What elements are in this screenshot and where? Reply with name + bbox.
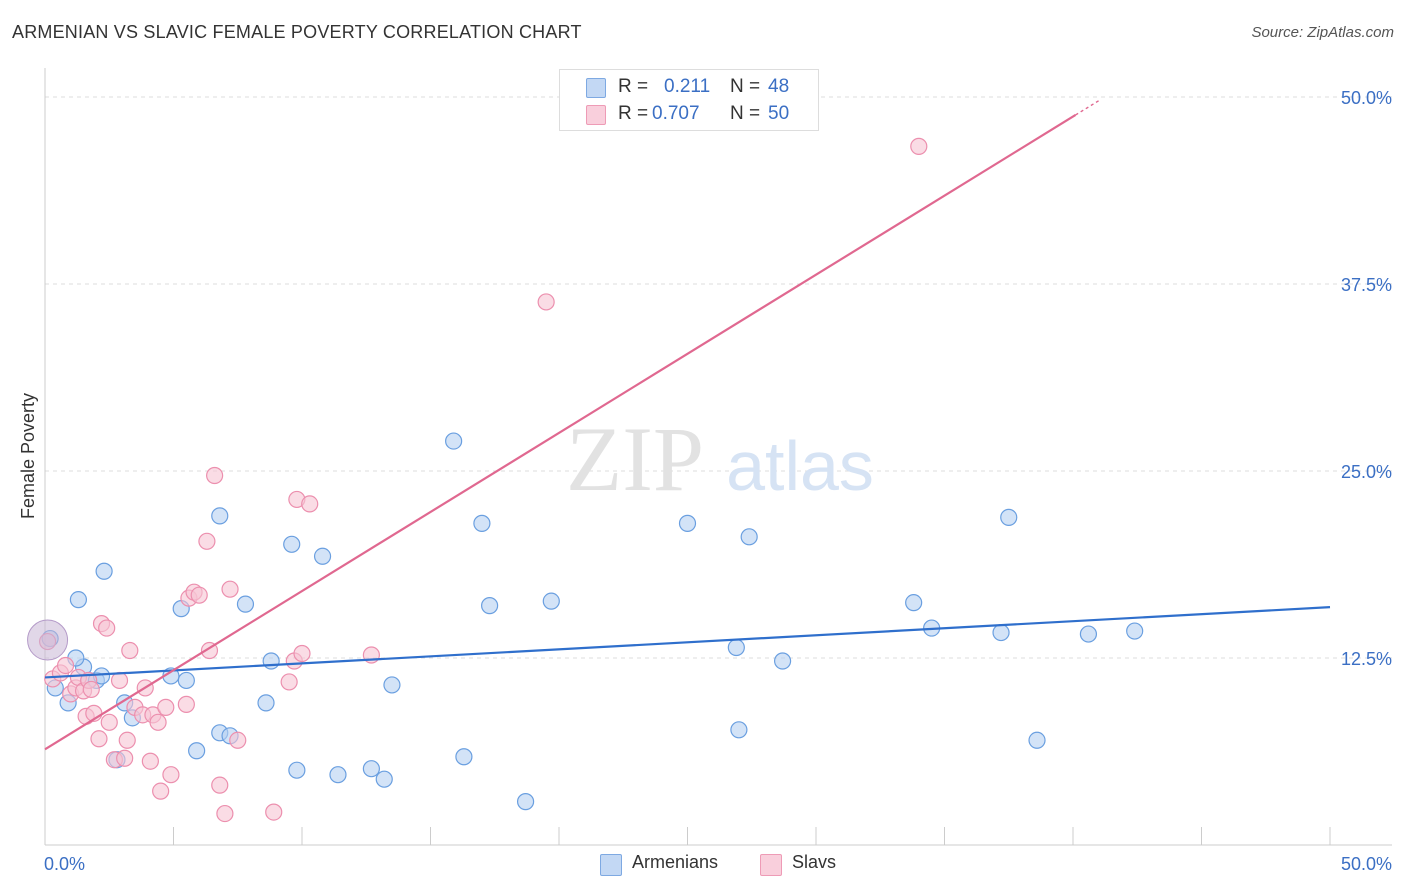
legend-swatch-armenians [586, 78, 606, 98]
y-tick-label: 37.5% [1341, 275, 1392, 295]
point-armenians [69, 591, 88, 609]
point-armenians [473, 514, 491, 532]
point-armenians [905, 594, 923, 612]
point-cluster-origin [27, 619, 69, 661]
point-armenians [95, 562, 113, 580]
point-slavs [141, 752, 159, 770]
point-slavs [157, 698, 175, 716]
legend-n-value: 50 [768, 103, 790, 124]
chart-title: ARMENIAN VS SLAVIC FEMALE POVERTY CORREL… [12, 22, 582, 42]
point-slavs [162, 766, 180, 784]
point-slavs [229, 731, 247, 749]
point-armenians [313, 547, 332, 565]
x-tick-min: 0.0% [44, 854, 85, 874]
point-slavs [110, 671, 129, 690]
legend-r-value: 0.707 [652, 103, 700, 124]
watermark-zip: ZIP [566, 408, 704, 510]
point-armenians [516, 793, 535, 811]
legend: R = 0.211 N = 48 R = 0.707 N = 50 [559, 69, 819, 131]
point-slavs [301, 495, 319, 513]
trend-line-slavs-extension [1075, 100, 1100, 116]
point-slavs [56, 656, 75, 675]
axes [44, 68, 1392, 846]
point-slavs [198, 532, 216, 550]
point-slavs [265, 803, 283, 821]
point-armenians [727, 638, 745, 657]
legend-n-label: N = [730, 103, 761, 124]
grid-lines [45, 96, 1392, 659]
point-armenians [329, 766, 347, 784]
point-slavs [98, 619, 116, 637]
point-slavs [211, 776, 229, 794]
point-armenians [362, 760, 380, 778]
point-armenians [257, 694, 275, 712]
bottom-swatch-slavs [760, 854, 782, 876]
watermark: ZIP atlas [566, 408, 874, 510]
y-axis-label: Female Poverty [18, 393, 38, 519]
point-armenians [992, 623, 1010, 642]
trend-line-slavs [44, 114, 1077, 751]
x-tick-max: 50.0% [1341, 854, 1392, 874]
point-armenians [773, 652, 792, 670]
bottom-swatch-armenians [600, 854, 622, 876]
y-tick-label: 50.0% [1341, 88, 1392, 108]
bottom-label-armenians: Armenians [632, 852, 719, 872]
point-armenians [188, 742, 206, 760]
point-armenians [1028, 731, 1046, 749]
point-slavs [121, 641, 139, 660]
point-armenians [445, 432, 463, 450]
bottom-label-slavs: Slavs [792, 852, 837, 872]
y-tick-label: 12.5% [1341, 649, 1392, 669]
point-slavs [190, 586, 208, 604]
legend-n-value: 48 [768, 76, 790, 97]
point-slavs [116, 749, 134, 767]
point-slavs [280, 673, 298, 691]
point-slavs [177, 695, 195, 713]
point-slavs [910, 137, 928, 155]
point-slavs [118, 731, 136, 749]
point-armenians [730, 721, 748, 739]
y-tick-label: 25.0% [1341, 462, 1392, 482]
legend-n-label: N = [730, 76, 761, 97]
point-armenians [283, 535, 301, 553]
watermark-atlas: atlas [726, 427, 874, 505]
point-armenians [1126, 622, 1144, 640]
point-armenians [1079, 625, 1098, 643]
trend-line-armenians [44, 606, 1331, 679]
point-armenians [678, 514, 697, 532]
point-slavs [216, 804, 234, 823]
point-slavs [100, 713, 118, 731]
point-armenians [740, 528, 758, 546]
point-armenians [288, 761, 306, 779]
point-slavs [206, 466, 224, 485]
point-armenians [236, 595, 255, 613]
point-armenians [481, 597, 499, 615]
legend-swatch-slavs [586, 105, 606, 125]
point-armenians [177, 671, 195, 690]
point-slavs [90, 730, 108, 748]
legend-r-label: R = [618, 103, 649, 124]
point-slavs [149, 713, 167, 731]
point-armenians [375, 770, 393, 788]
point-armenians [1000, 508, 1018, 526]
legend-r-value: 0.211 [664, 76, 711, 97]
source-label: Source: ZipAtlas.com [1251, 24, 1394, 41]
point-slavs [152, 782, 170, 800]
point-armenians [262, 652, 280, 670]
point-armenians [383, 676, 401, 694]
point-armenians [211, 507, 229, 525]
point-armenians [455, 748, 473, 766]
legend-r-label: R = [618, 76, 649, 97]
point-armenians [542, 592, 560, 610]
point-slavs [537, 293, 555, 311]
point-slavs [221, 580, 239, 598]
point-slavs [293, 644, 311, 663]
point-slavs [82, 680, 100, 699]
